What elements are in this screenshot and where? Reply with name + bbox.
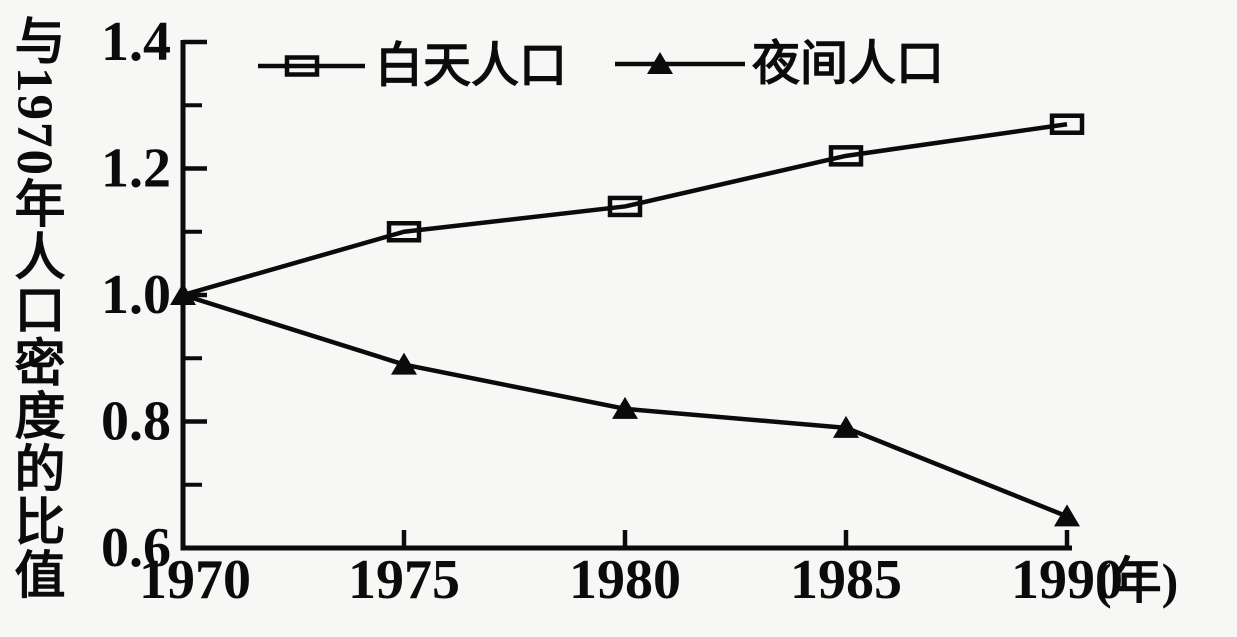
legend-nighttime-marker <box>647 52 673 74</box>
nighttime-marker <box>833 415 859 438</box>
y-tick-label: 1.4 <box>101 11 171 73</box>
nighttime-marker <box>612 396 638 419</box>
daytime-marker <box>1049 113 1085 135</box>
y-axis-title: 与1970年人口密度的比值 <box>6 14 62 601</box>
daytime-marker <box>828 145 864 167</box>
nighttime-marker <box>1054 504 1080 527</box>
daytime-marker <box>607 195 643 218</box>
legend-label-nighttime: 夜间人口 <box>751 38 944 91</box>
x-tick-label: 1970 <box>139 549 251 611</box>
legend-label-daytime: 白天人口 <box>375 40 567 93</box>
x-tick-label: 1990 <box>1011 549 1123 611</box>
y-tick-label: 1.2 <box>101 138 171 200</box>
nighttime-marker <box>170 283 196 305</box>
y-tick-label: 0.8 <box>101 391 171 453</box>
legend-daytime-marker <box>284 55 320 77</box>
x-tick-label: 1975 <box>348 549 460 611</box>
x-tick-label: 1985 <box>790 549 902 611</box>
x-axis-unit-label: (年) <box>1095 553 1178 609</box>
y-tick-label: 1.0 <box>101 264 171 326</box>
nighttime-marker <box>391 352 417 375</box>
daytime-series-line <box>182 121 1068 298</box>
daytime-marker <box>386 221 422 243</box>
x-tick-label: 1980 <box>569 549 681 611</box>
y-tick-label: 0.6 <box>101 517 171 579</box>
